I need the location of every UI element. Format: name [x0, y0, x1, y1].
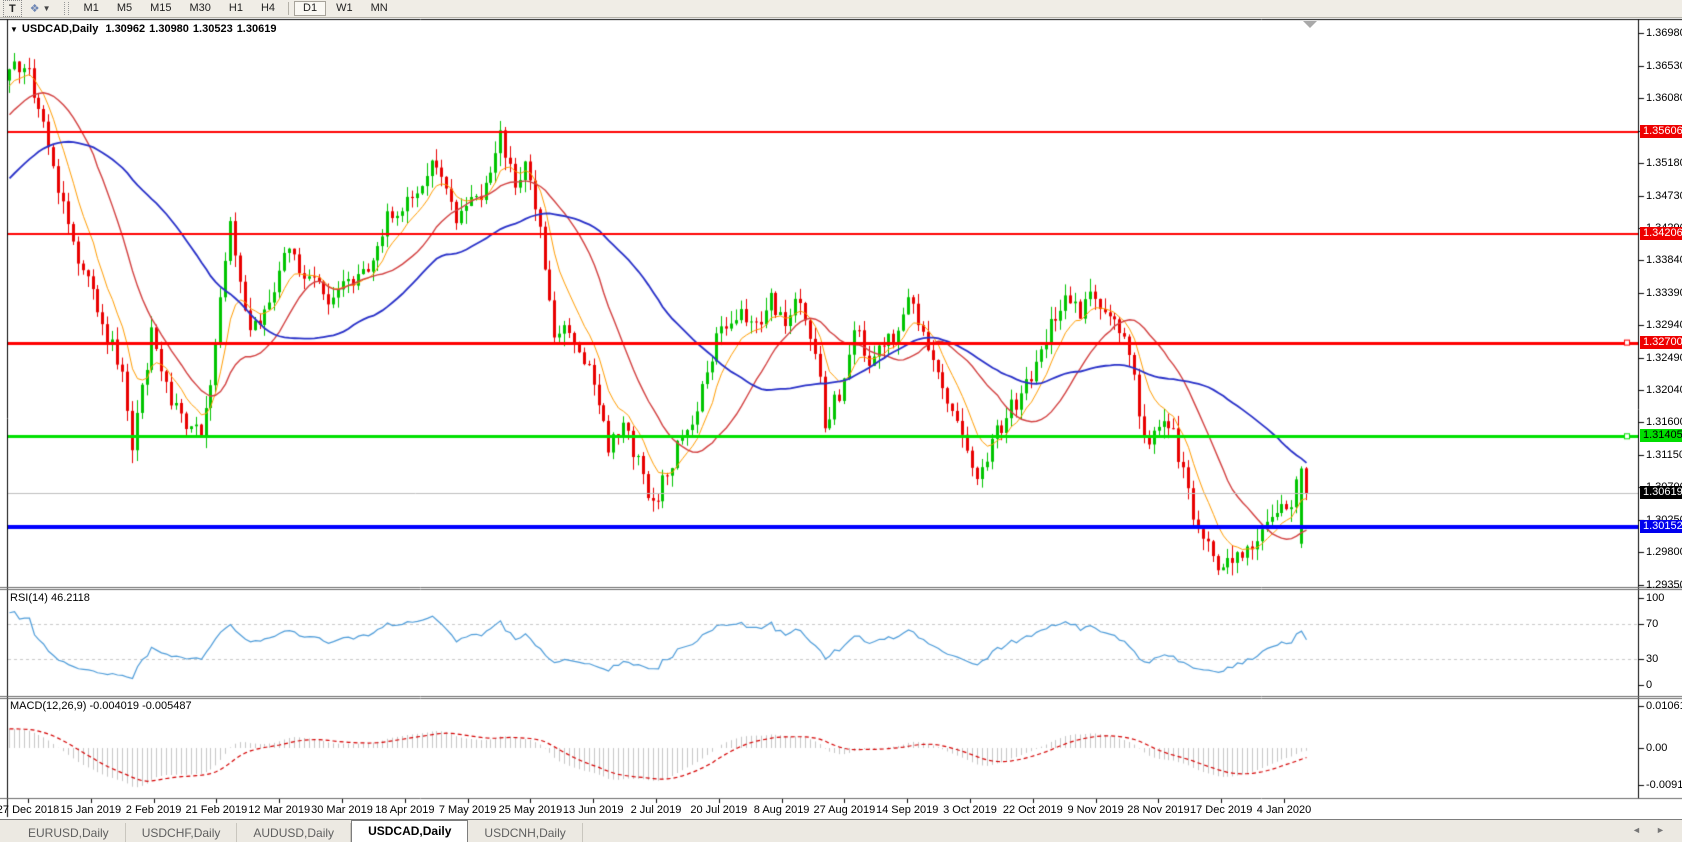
price-tick-label: 1.31150	[1646, 448, 1682, 461]
tab-scroll-left-icon[interactable]: ◄	[1632, 825, 1641, 835]
timeframe-button-d1[interactable]: D1	[294, 1, 327, 16]
chart-tab-bar: EURUSD,Daily USDCHF,Daily AUDUSD,Daily USDC…	[0, 819, 1682, 842]
macd-label: MACD(12,26,9) -0.004019 -0.005487	[10, 700, 192, 712]
price-tick-label: 1.32040	[1646, 384, 1682, 397]
date-label: 18 Apr 2019	[375, 804, 435, 816]
rsi-tick-label: 70	[1646, 618, 1659, 631]
macd-tick-label: 0.00	[1646, 742, 1668, 754]
chevron-down-icon: ▼	[42, 4, 51, 13]
symbol-dropdown-caret[interactable]: ▼	[10, 25, 18, 34]
price-tick-label: 1.36980	[1646, 27, 1682, 39]
ohlc-high: 1.30980	[149, 23, 189, 35]
macd-tick-label: 0.010615	[1646, 699, 1682, 712]
text-tool-button[interactable]: T	[3, 0, 22, 17]
date-label: 13 Jun 2019	[562, 804, 624, 816]
date-label: 28 Nov 2019	[1127, 804, 1190, 816]
timeframe-button-m15[interactable]: M15	[150, 2, 172, 14]
price-tick-label: 1.31600	[1646, 416, 1682, 429]
date-label: 20 Jul 2019	[690, 804, 748, 816]
toolbar-grip	[63, 2, 69, 15]
timeframe-button-h4[interactable]: H4	[260, 2, 276, 14]
tab-eurusd-daily[interactable]: EURUSD,Daily	[12, 823, 126, 842]
date-label: 12 Mar 2019	[248, 804, 311, 816]
price-tick-label: 1.36530	[1646, 59, 1682, 72]
date-label: 17 Dec 2019	[1189, 804, 1253, 816]
date-label: 14 Sep 2019	[875, 804, 939, 816]
date-label: 3 Oct 2019	[943, 804, 997, 816]
level-label-1.31405: 1.31405	[1640, 429, 1682, 443]
price-tick-label: 1.29350	[1646, 578, 1682, 591]
price-tick-label: 1.29800	[1646, 546, 1682, 559]
level-label-1.35606: 1.35606	[1640, 125, 1682, 139]
level-label-1.30619: 1.30619	[1640, 486, 1682, 500]
tab-usdcad-daily[interactable]: USDCAD,Daily	[351, 820, 469, 842]
timeframe-button-mn[interactable]: MN	[370, 2, 388, 14]
price-tick-label: 1.34730	[1646, 189, 1682, 202]
timeframe-toolbar: M1 M5 M15 M30 H1 H4 D1 W1 MN	[75, 1, 397, 16]
date-label: 7 May 2019	[438, 804, 497, 816]
date-label: 25 May 2019	[498, 804, 563, 816]
date-label: 2 Jul 2019	[630, 804, 682, 816]
tab-usdcnh-daily[interactable]: USDCNH,Daily	[468, 823, 583, 842]
symbol-label: USDCAD,Daily	[21, 23, 99, 35]
timeframe-button-m30[interactable]: M30	[189, 2, 211, 14]
chart-shift-marker[interactable]	[1303, 21, 1317, 28]
chart-title: ▼ USDCAD,Daily 1.30962 1.30980 1.30523 1.306…	[10, 23, 280, 35]
rsi-tick-label: 30	[1646, 652, 1659, 665]
level-label-1.32700: 1.32700	[1640, 335, 1682, 349]
ohlc-low: 1.30523	[192, 23, 233, 35]
price-tick-label: 1.32940	[1646, 319, 1682, 332]
tab-audusd-daily[interactable]: AUDUSD,Daily	[237, 823, 352, 842]
timeframe-button-h1[interactable]: H1	[228, 2, 243, 14]
date-label: 21 Feb 2019	[185, 804, 248, 816]
date-label: 30 Mar 2019	[311, 804, 373, 816]
timeframe-button-m1[interactable]: M1	[83, 2, 99, 14]
tab-usdchf-daily[interactable]: USDCHF,Daily	[126, 823, 238, 842]
rsi-tick-label: 100	[1646, 592, 1665, 604]
date-label: 15 Jan 2019	[60, 804, 122, 816]
price-tick-label: 1.36080	[1646, 92, 1682, 105]
price-tick-label: 1.35180	[1646, 157, 1682, 170]
tab-scroll-right-icon[interactable]: ►	[1656, 825, 1665, 835]
date-label: 27 Aug 2019	[813, 804, 876, 816]
price-tick-label: 1.33390	[1646, 286, 1682, 299]
rsi-tick-label: 0	[1646, 679, 1653, 691]
timeframe-button-m5[interactable]: M5	[116, 2, 133, 14]
ohlc-open: 1.30962	[105, 23, 146, 35]
level-label-1.34206: 1.34206	[1640, 226, 1682, 240]
price-tick-label: 1.32490	[1646, 351, 1682, 364]
arrange-icon: ❖	[29, 3, 40, 15]
date-label: 8 Aug 2019	[753, 804, 810, 816]
rsi-label: RSI(14) 46.2118	[10, 592, 90, 604]
arrange-button[interactable]: ❖ ▼	[25, 1, 56, 16]
ohlc-close: 1.30619	[236, 23, 277, 35]
date-label: 9 Nov 2019	[1067, 804, 1124, 816]
timeframe-button-w1[interactable]: W1	[336, 2, 353, 14]
date-label: 2 Feb 2019	[125, 804, 182, 816]
toolbar: T ❖ ▼ M1 M5 M15 M30 H1 H4 D1 W1 MN	[0, 0, 1682, 18]
date-label: 27 Dec 2018	[0, 804, 60, 816]
timeframe-separator	[288, 2, 290, 15]
price-tick-label: 1.33840	[1646, 254, 1682, 267]
macd-tick-label: -0.00918	[1646, 778, 1682, 791]
date-label: 22 Oct 2019	[1002, 804, 1063, 816]
level-label-1.30152: 1.30152	[1640, 519, 1682, 533]
date-label: 4 Jan 2020	[1256, 804, 1312, 816]
